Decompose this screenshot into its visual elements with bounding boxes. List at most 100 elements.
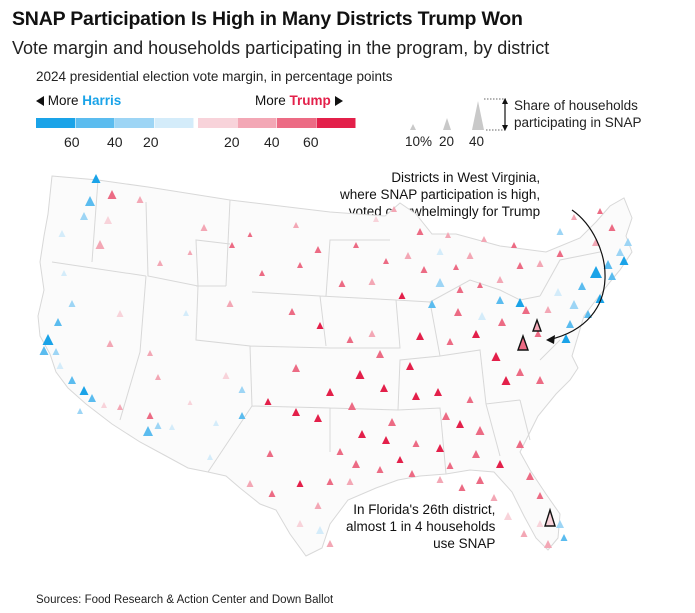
chart-subtitle: Vote margin and households participating…	[12, 38, 550, 58]
district-triangle	[352, 460, 360, 468]
district-triangle	[556, 250, 564, 257]
district-triangle	[436, 444, 444, 452]
district-triangle	[383, 258, 389, 264]
district-triangle	[264, 398, 272, 405]
legend-harris-label: More Harris	[36, 93, 121, 108]
district-triangle	[77, 408, 83, 414]
district-triangle	[85, 196, 95, 206]
annotation-fl-line2: almost 1 in 4 households	[346, 519, 496, 534]
legend-color-swatch	[198, 118, 237, 128]
district-triangle	[477, 282, 483, 288]
district-triangle	[511, 242, 517, 248]
harris-prefix: More	[47, 93, 79, 108]
district-triangle	[42, 334, 54, 345]
highlighted-districts	[517, 317, 556, 527]
district-triangle	[516, 262, 524, 269]
district-triangle	[238, 412, 246, 419]
district-triangle	[226, 300, 234, 307]
district-triangle	[466, 396, 474, 403]
district-triangle	[288, 308, 296, 315]
district-triangle	[52, 348, 60, 355]
district-triangle	[445, 232, 451, 238]
district-triangle	[472, 330, 480, 338]
district-triangle	[104, 216, 112, 224]
district-triangle	[229, 242, 235, 248]
district-triangle	[404, 252, 412, 259]
district-triangle	[561, 334, 571, 343]
district-triangle	[382, 436, 390, 444]
district-triangle	[346, 336, 354, 343]
district-triangle	[619, 256, 629, 265]
district-triangle	[442, 412, 450, 420]
district-triangle	[569, 300, 579, 309]
district-triangle	[101, 402, 107, 408]
district-triangle	[247, 232, 253, 237]
district-triangle	[481, 236, 487, 242]
annotation-fl-line3: use SNAP	[433, 536, 496, 551]
district-triangle	[107, 190, 117, 199]
district-triangle	[106, 340, 114, 347]
district-triangle	[478, 312, 486, 320]
district-triangle	[496, 460, 504, 468]
district-triangle	[388, 418, 396, 426]
chart-title: SNAP Participation Is High in Many Distr…	[12, 8, 523, 30]
district-triangle	[246, 480, 254, 487]
district-triangle	[516, 440, 524, 448]
district-triangle	[584, 310, 592, 318]
district-triangles	[39, 174, 632, 548]
district-triangle	[595, 294, 605, 303]
arrow-right-icon	[334, 96, 343, 106]
legend-tick-trump-60: 60	[303, 134, 319, 150]
district-triangle	[213, 420, 219, 426]
district-triangle	[187, 250, 193, 255]
district-triangle	[316, 322, 324, 329]
district-triangle	[297, 262, 303, 268]
district-triangle	[590, 266, 602, 278]
district-triangle	[200, 224, 208, 231]
district-triangle	[556, 228, 564, 235]
legend-tick-trump-20: 20	[224, 134, 240, 150]
district-triangle	[238, 386, 246, 393]
district-triangle	[146, 412, 154, 419]
district-triangle	[316, 526, 324, 534]
fl26-district-triangle	[544, 507, 556, 527]
annotation-arrow	[546, 209, 606, 344]
district-triangle	[91, 174, 101, 183]
district-triangle	[578, 282, 586, 290]
district-triangle	[314, 414, 322, 422]
district-triangle	[207, 454, 213, 460]
annotation-wv-line2: where SNAP participation is high,	[340, 187, 541, 202]
district-triangle	[416, 228, 424, 235]
district-triangle	[268, 490, 276, 497]
legend-trump-label: More Trump	[255, 93, 343, 108]
legend-tick-harris-60: 60	[64, 134, 80, 150]
district-triangle	[491, 352, 501, 361]
district-triangle	[95, 240, 105, 249]
legend-color-swatch	[237, 118, 277, 128]
district-triangle	[346, 478, 354, 485]
district-triangle	[624, 238, 632, 246]
annotation-wv-line1: Districts in West Virginia,	[391, 170, 541, 185]
district-triangle	[368, 330, 376, 337]
district-triangle	[412, 392, 420, 400]
size-tick-20: 20	[439, 134, 455, 149]
district-triangle	[496, 276, 504, 283]
district-triangle	[147, 350, 153, 356]
district-triangle	[39, 346, 49, 355]
district-triangle	[501, 376, 511, 385]
district-triangle	[58, 230, 66, 237]
district-triangle	[536, 260, 544, 267]
district-triangle	[136, 196, 144, 203]
district-triangle	[314, 246, 322, 253]
legend-color-swatch	[115, 118, 154, 128]
legend-color-swatch	[75, 118, 115, 128]
district-triangle	[326, 540, 334, 547]
district-triangle	[376, 350, 384, 358]
district-triangle	[434, 388, 442, 396]
district-triangle	[436, 248, 444, 255]
size-legend-triangles	[410, 98, 508, 131]
district-triangle	[376, 466, 384, 473]
district-triangle	[475, 426, 485, 435]
district-triangle	[536, 520, 544, 527]
legend-tick-trump-40: 40	[264, 134, 280, 150]
